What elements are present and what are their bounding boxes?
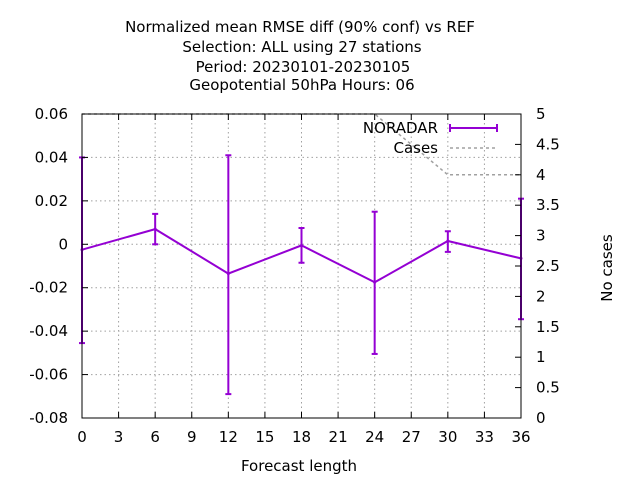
y2-tick-label: 4 [536, 166, 546, 184]
legend-label: Cases [393, 139, 438, 157]
chart-title: Normalized mean RMSE diff (90% conf) vs … [125, 18, 475, 94]
title-line-4: Geopotential 50hPa Hours: 06 [189, 76, 414, 94]
y2-tick-label: 4.5 [536, 135, 560, 153]
x-tick-label: 18 [292, 428, 311, 446]
y2-tick-label: 2 [536, 287, 546, 305]
y-tick-label: 0 [58, 235, 68, 253]
data-point [153, 227, 157, 231]
grid [82, 114, 521, 418]
y2-tick-label: 3.5 [536, 196, 560, 214]
y-tick-label: -0.06 [29, 366, 68, 384]
y2-tick-label: 0.5 [536, 379, 560, 397]
title-line-1: Normalized mean RMSE diff (90% conf) vs … [125, 18, 475, 36]
y2-axis-label: No cases [598, 234, 616, 302]
x-tick-label: 6 [150, 428, 160, 446]
y2-tick-label: 1.5 [536, 318, 560, 336]
y-tick-label: 0.02 [35, 192, 68, 210]
data-point [446, 239, 450, 243]
x-tick-label: 27 [402, 428, 421, 446]
title-line-2: Selection: ALL using 27 stations [182, 38, 421, 56]
x-tick-label: 33 [475, 428, 494, 446]
data-point [300, 243, 303, 247]
y2-tick-label: 5 [536, 105, 546, 123]
x-axis-label: Forecast length [241, 457, 357, 475]
x-tick-label: 3 [114, 428, 124, 446]
y2-tick-label: 0 [536, 409, 546, 427]
x-tick-label: 15 [255, 428, 274, 446]
axes: 0 3 6 9 12 15 18 21 24 27 30 33 360.060.040.020-0.02… [29, 105, 560, 446]
x-tick-label: 36 [511, 428, 530, 446]
data-point [373, 280, 377, 284]
x-tick-label: 9 [187, 428, 197, 446]
x-tick-label: 30 [438, 428, 457, 446]
y-tick-label: -0.04 [29, 322, 68, 340]
y2-tick-label: 1 [536, 348, 546, 366]
x-tick-label: 0 [77, 428, 87, 446]
data-point [226, 272, 230, 276]
y2-tick-label: 3 [536, 227, 546, 245]
plot-area [79, 113, 524, 396]
title-line-3: Period: 20230101-20230105 [196, 58, 411, 76]
legend-label: NORADAR [363, 119, 438, 137]
y2-tick-label: 2.5 [536, 257, 560, 275]
x-tick-label: 24 [365, 428, 384, 446]
y-tick-label: 0.06 [35, 105, 68, 123]
x-tick-label: 21 [329, 428, 348, 446]
x-tick-label: 12 [219, 428, 238, 446]
y-tick-label: 0.04 [35, 148, 68, 166]
legend: NORADAR Cases [363, 119, 498, 157]
y-tick-label: -0.08 [29, 409, 68, 427]
y-tick-label: -0.02 [29, 279, 68, 297]
